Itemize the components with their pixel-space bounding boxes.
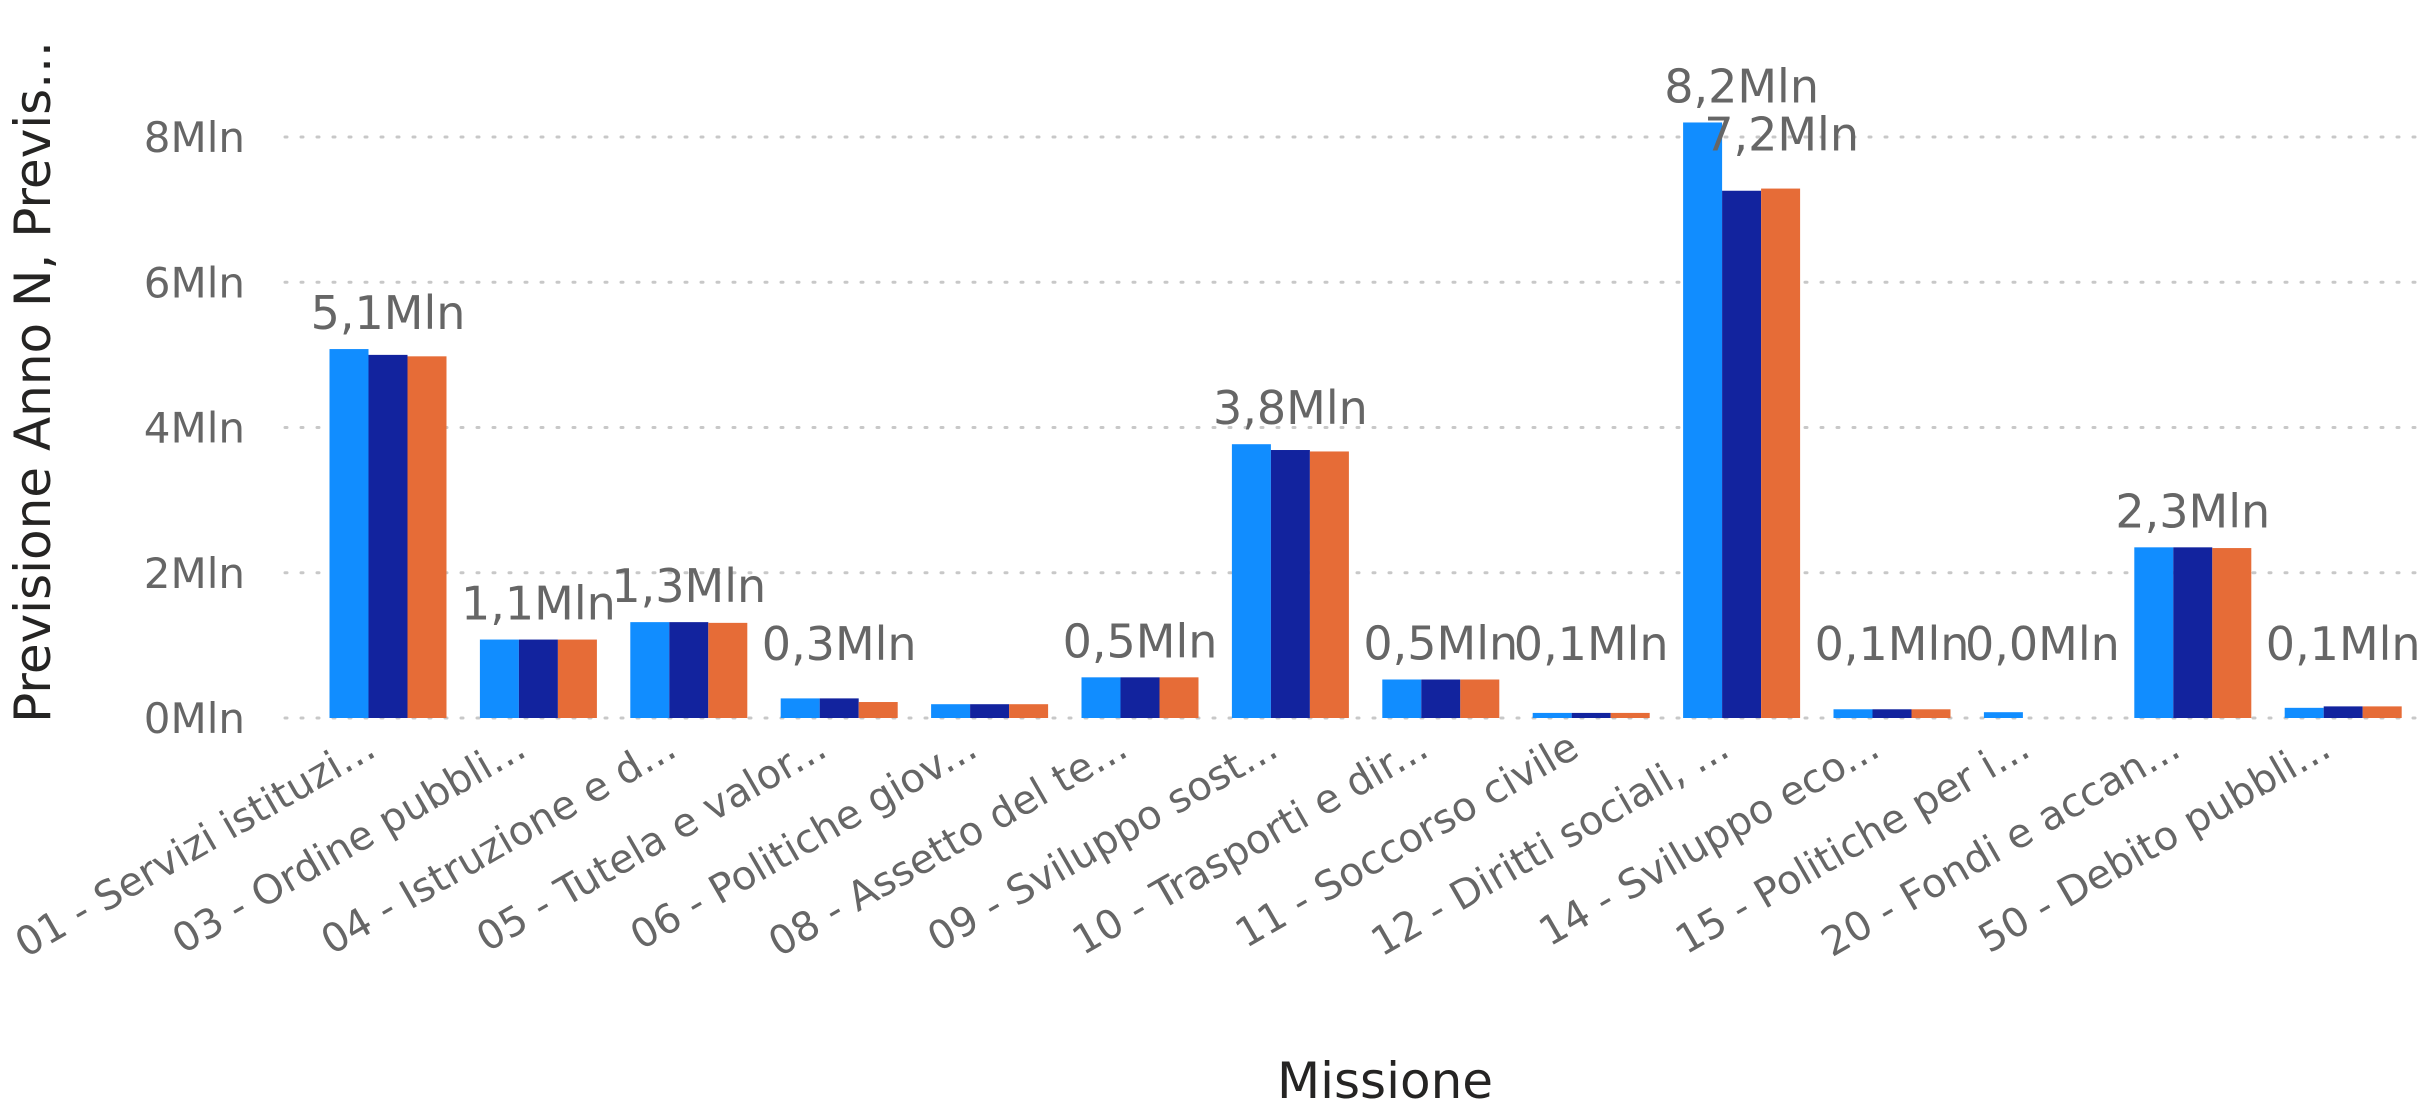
bar[interactable]	[1270, 450, 1310, 718]
bar[interactable]	[518, 639, 558, 718]
y-tick-label: 4Mln	[144, 404, 245, 453]
bar[interactable]	[1872, 709, 1912, 718]
data-label: 5,1Mln	[311, 286, 466, 340]
bar[interactable]	[1683, 122, 1723, 719]
bar[interactable]	[2173, 547, 2213, 718]
bar[interactable]	[1159, 677, 1199, 718]
bar[interactable]	[368, 354, 408, 718]
bar[interactable]	[557, 639, 597, 718]
bar[interactable]	[1833, 709, 1873, 718]
data-label: 2,3Mln	[2115, 484, 2270, 538]
bar[interactable]	[669, 622, 709, 718]
y-tick-label: 0Mln	[144, 694, 245, 743]
bar[interactable]	[329, 349, 369, 718]
bar[interactable]	[630, 622, 670, 718]
bar[interactable]	[2362, 706, 2402, 718]
y-tick-label: 2Mln	[144, 549, 245, 598]
data-label: 0,1Mln	[1514, 617, 1669, 671]
data-label: 1,1Mln	[461, 577, 616, 631]
bar[interactable]	[1983, 712, 2023, 718]
bars	[329, 122, 2402, 719]
bar[interactable]	[1761, 188, 1801, 719]
bar[interactable]	[2284, 707, 2324, 718]
data-label: 0,3Mln	[762, 617, 917, 671]
bar[interactable]	[1309, 451, 1349, 718]
bar[interactable]	[1382, 679, 1422, 718]
bar[interactable]	[2323, 706, 2363, 718]
x-axis-categories: 01 - Servizi istituzi...03 - Ordine pubb…	[8, 724, 2339, 967]
data-label: 0,1Mln	[1815, 617, 1970, 671]
bar[interactable]	[1231, 444, 1271, 718]
data-label: 0,1Mln	[2266, 617, 2417, 671]
bar[interactable]	[1120, 677, 1160, 718]
bar[interactable]	[1610, 712, 1650, 718]
x-axis-title: Missione	[1277, 1052, 1493, 1110]
bar[interactable]	[819, 698, 859, 718]
bar[interactable]	[708, 622, 748, 718]
y-axis-title: Previsione Anno N, Previs...	[4, 41, 62, 723]
data-label: 0,5Mln	[1063, 614, 1218, 668]
bar[interactable]	[970, 704, 1010, 718]
bar[interactable]	[780, 698, 820, 718]
bar[interactable]	[858, 702, 898, 718]
bar[interactable]	[1911, 709, 1951, 718]
bar[interactable]	[1571, 712, 1611, 718]
bar[interactable]	[1421, 679, 1461, 718]
bar[interactable]	[2134, 547, 2174, 718]
y-axis-ticks: 0Mln 2Mln 4Mln 6Mln 8Mln	[144, 113, 245, 743]
bar[interactable]	[1081, 677, 1121, 718]
data-label: 0,5Mln	[1363, 617, 1518, 671]
bar[interactable]	[407, 356, 447, 718]
bar[interactable]	[1460, 679, 1500, 718]
bar[interactable]	[479, 639, 519, 718]
data-label: 8,2Mln	[1664, 59, 1819, 113]
data-label: 7,2Mln	[1704, 108, 1859, 162]
y-tick-label: 8Mln	[144, 113, 245, 162]
bar[interactable]	[2212, 548, 2252, 718]
bar[interactable]	[931, 704, 971, 718]
data-label: 3,8Mln	[1213, 381, 1368, 435]
y-tick-label: 6Mln	[144, 258, 245, 307]
bar[interactable]	[1009, 704, 1049, 718]
bar[interactable]	[1532, 712, 1572, 718]
data-label: 0,0Mln	[1965, 617, 2120, 671]
data-label: 1,3Mln	[611, 559, 766, 613]
bar[interactable]	[1722, 190, 1762, 718]
